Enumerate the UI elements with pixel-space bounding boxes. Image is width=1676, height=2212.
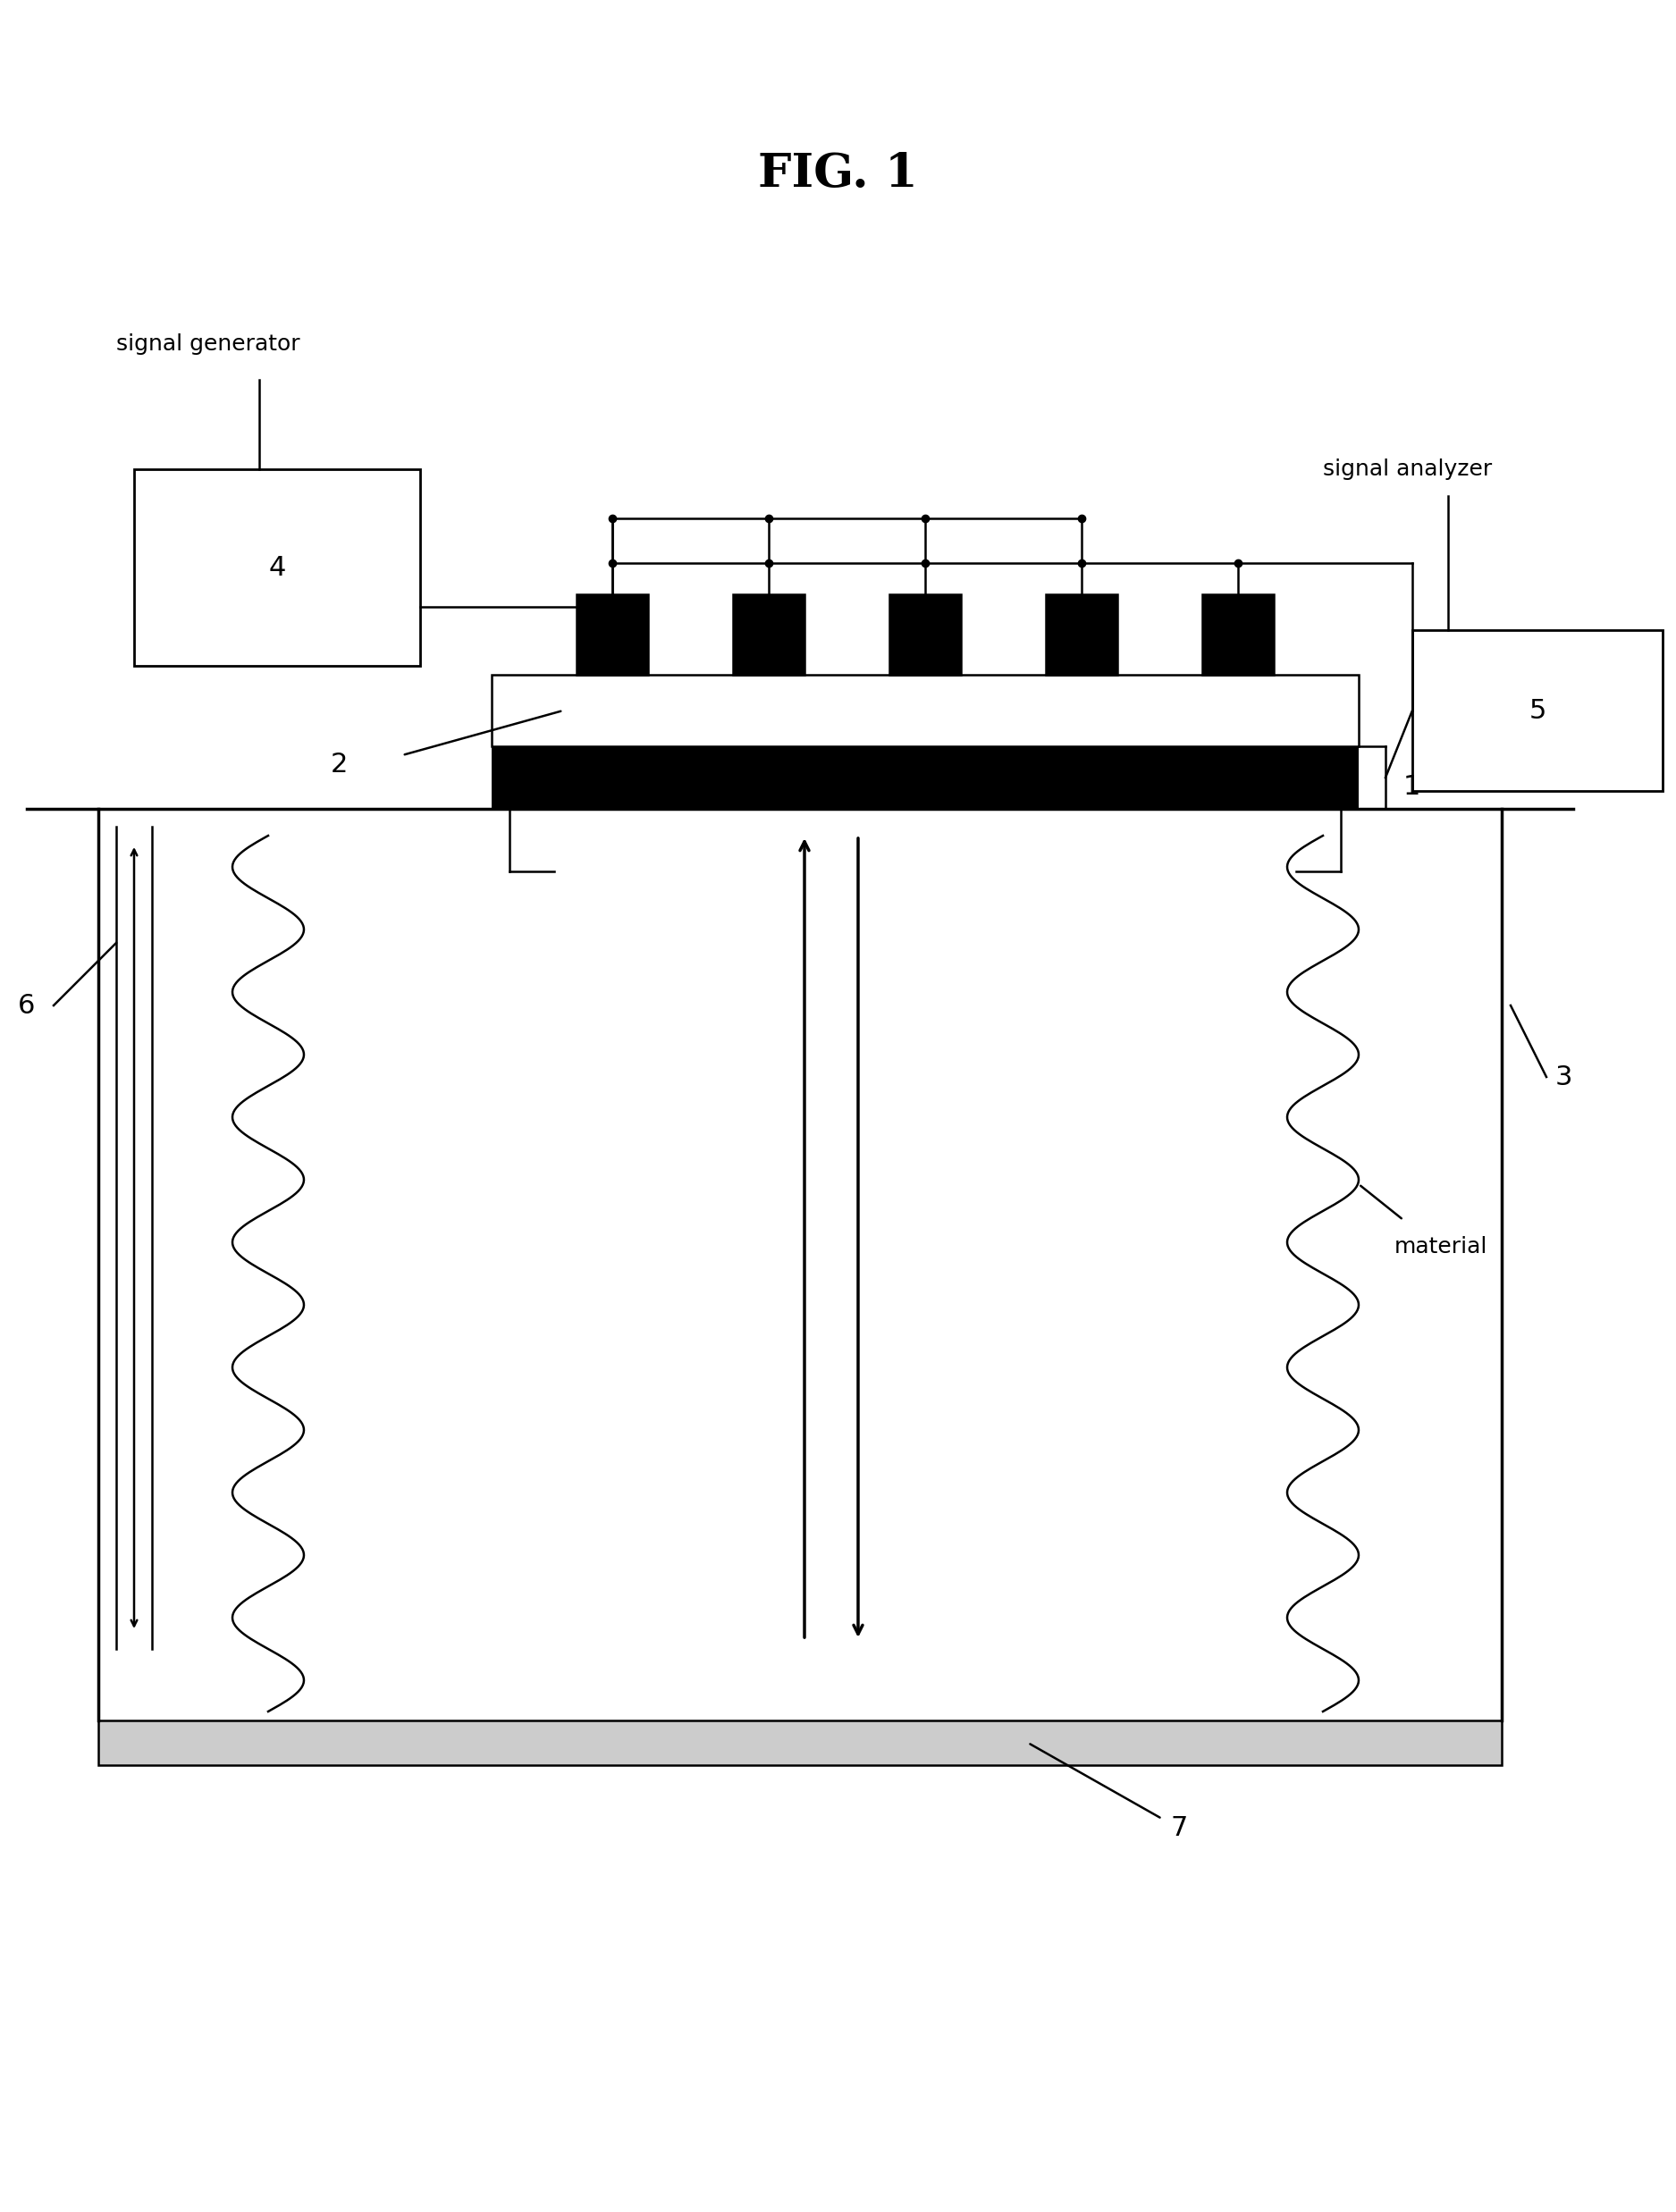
Bar [99,1721,1502,1765]
Bar [1413,630,1663,792]
Text: FIG. 1: FIG. 1 [758,150,918,197]
Text: signal generator: signal generator [116,334,300,354]
Bar [1046,595,1118,675]
Text: 2: 2 [330,752,349,776]
Bar [491,745,1359,810]
Text: 6: 6 [18,993,35,1018]
Bar [890,595,960,675]
Text: material: material [1394,1237,1488,1256]
Text: 5: 5 [1529,697,1547,723]
Bar [491,675,1359,745]
Bar [1202,595,1274,675]
Bar [732,595,804,675]
Text: 1: 1 [1403,774,1421,801]
Text: 3: 3 [1555,1064,1572,1091]
Bar [577,595,649,675]
Text: signal analyzer: signal analyzer [1322,458,1492,480]
Bar [134,469,421,666]
Text: 7: 7 [1172,1814,1188,1840]
Text: 4: 4 [268,555,285,580]
